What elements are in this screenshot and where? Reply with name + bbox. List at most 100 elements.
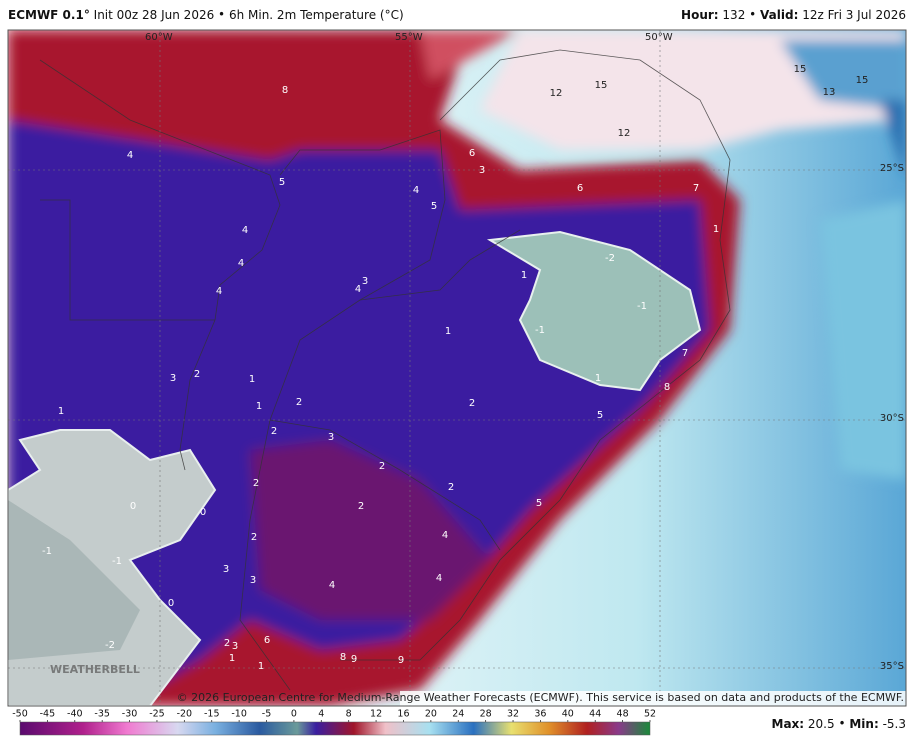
contour-label: 3 [232,641,238,652]
latitude-label: 35°S [880,661,904,672]
max-label: Max: [772,717,805,731]
contour-label: 8 [282,85,288,96]
contour-label: 9 [398,655,404,666]
contour-label: 4 [238,258,244,269]
colorbar-tick-label: 52 [644,709,656,720]
colorbar-tick-label: -10 [231,709,247,720]
contour-label: 1 [58,406,64,417]
contour-label: 1 [229,653,235,664]
contour-label: 13 [823,87,836,98]
colorbar-tick-label: 48 [617,709,629,720]
contour-label: -2 [605,253,615,264]
field: 6h Min. 2m Temperature (°C) [229,8,404,22]
contour-label: 4 [442,530,448,541]
colorbar-tick-label: -50 [12,709,28,720]
contour-label: 6 [264,635,270,646]
contour-label: 12 [618,128,631,139]
latitude-label: 30°S [880,413,904,424]
hour-label: Hour: [681,8,719,22]
contour-label: 15 [794,64,807,75]
contour-label: 4 [242,225,248,236]
contour-label: 2 [251,532,257,543]
contour-label: 2 [224,638,230,649]
contour-label: 4 [436,573,442,584]
footer: Max: 20.5 • Min: -5.3 [772,717,907,731]
longitude-label: 60°W [145,32,173,43]
contour-label: 12 [550,88,563,99]
contour-label: 7 [693,183,699,194]
contour-label: 1 [521,270,527,281]
colorbar-tick-label: -35 [94,709,110,720]
colorbar-tick-label: 12 [370,709,382,720]
colorbar-tick-label: 28 [480,709,492,720]
latitude-label: 25°S [880,163,904,174]
contour-label: 5 [597,410,603,421]
contour-label: 0 [200,507,206,518]
contour-label: 3 [170,373,176,384]
contour-label: -2 [105,640,115,651]
contour-label: 2 [296,397,302,408]
colorbar-tick-label: 16 [397,709,409,720]
contour-label: -1 [535,325,545,336]
valid: 12z Fri 3 Jul 2026 [802,8,906,22]
contour-label: 6 [469,148,475,159]
colorbar-tick-label: -20 [177,709,193,720]
contour-label: 3 [250,575,256,586]
contour-label: 3 [223,564,229,575]
colorbar-tick-label: 20 [425,709,437,720]
colorbar-tick-label: 44 [589,709,601,720]
map: 60°W 55°W 50°W 25°S 30°S 35°S 4 8 5 4 4 4 3 4 4 5… [7,29,907,707]
colorbar: -50 -45 -40 -35 -30 -25 -20 -15 -10 -5 0 4 8 12 16 20 24… [12,709,656,736]
min: -5.3 [883,717,906,731]
contour-label: 1 [258,661,264,672]
colorbar-tick-label: -40 [67,709,83,720]
contour-label: 5 [279,177,285,188]
colorbar-tick-label: 0 [291,709,297,720]
contour-label: -1 [112,556,122,567]
contour-label: 4 [216,286,222,297]
longitude-label: 50°W [645,32,673,43]
contour-label: 15 [595,80,608,91]
header: ECMWF 0.1° Init 00z 28 Jun 2026 • 6h Min… [8,8,404,22]
contour-label: 8 [664,382,670,393]
contour-label: 1 [249,374,255,385]
contour-label: 2 [194,369,200,380]
hour: 132 [722,8,745,22]
contour-label: 2 [448,482,454,493]
contour-label: 8 [340,652,346,663]
colorbar-tick-label: -5 [262,709,271,720]
contour-label: 4 [413,185,419,196]
init: Init 00z 28 Jun 2026 [94,8,215,22]
contour-label: 1 [445,326,451,337]
contour-label: 7 [682,348,688,359]
contour-label: 9 [351,654,357,665]
contour-label: 15 [856,75,869,86]
contour-label: 4 [127,150,133,161]
contour-label: 4 [329,580,335,591]
model: ECMWF 0.1° [8,8,90,22]
contour-label: -1 [637,301,647,312]
contour-label: 0 [168,598,174,609]
colorbar-tick-label: -30 [122,709,138,720]
contour-label: 1 [713,224,719,235]
contour-label: 3 [479,165,485,176]
contour-label: -1 [42,546,52,557]
contour-label: 3 [328,432,334,443]
contour-label: 2 [379,461,385,472]
contour-label: 2 [253,478,259,489]
contour-label: 1 [256,401,262,412]
contour-label: 1 [595,373,601,384]
contour-label: 0 [130,501,136,512]
colorbar-tick-label: -25 [149,709,165,720]
contour-label: 5 [431,201,437,212]
contour-label: 2 [469,398,475,409]
contour-label: 2 [271,426,277,437]
longitude-label: 55°W [395,32,423,43]
max: 20.5 [808,717,835,731]
colorbar-tick-label: 40 [562,709,574,720]
colorbar-tick-label: 8 [346,709,352,720]
colorbar-tick-label: -45 [40,709,56,720]
valid-label: Valid: [760,8,798,22]
